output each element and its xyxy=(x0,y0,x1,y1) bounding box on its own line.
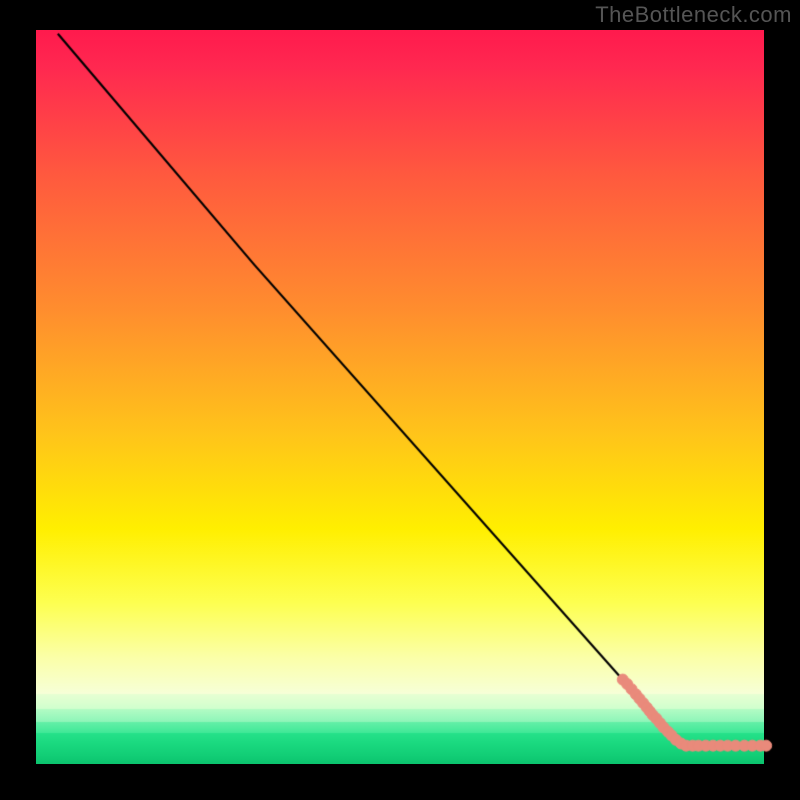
chart-container: TheBottleneck.com xyxy=(0,0,800,800)
watermark-text: TheBottleneck.com xyxy=(595,2,792,28)
plot-gradient-area xyxy=(36,30,764,764)
